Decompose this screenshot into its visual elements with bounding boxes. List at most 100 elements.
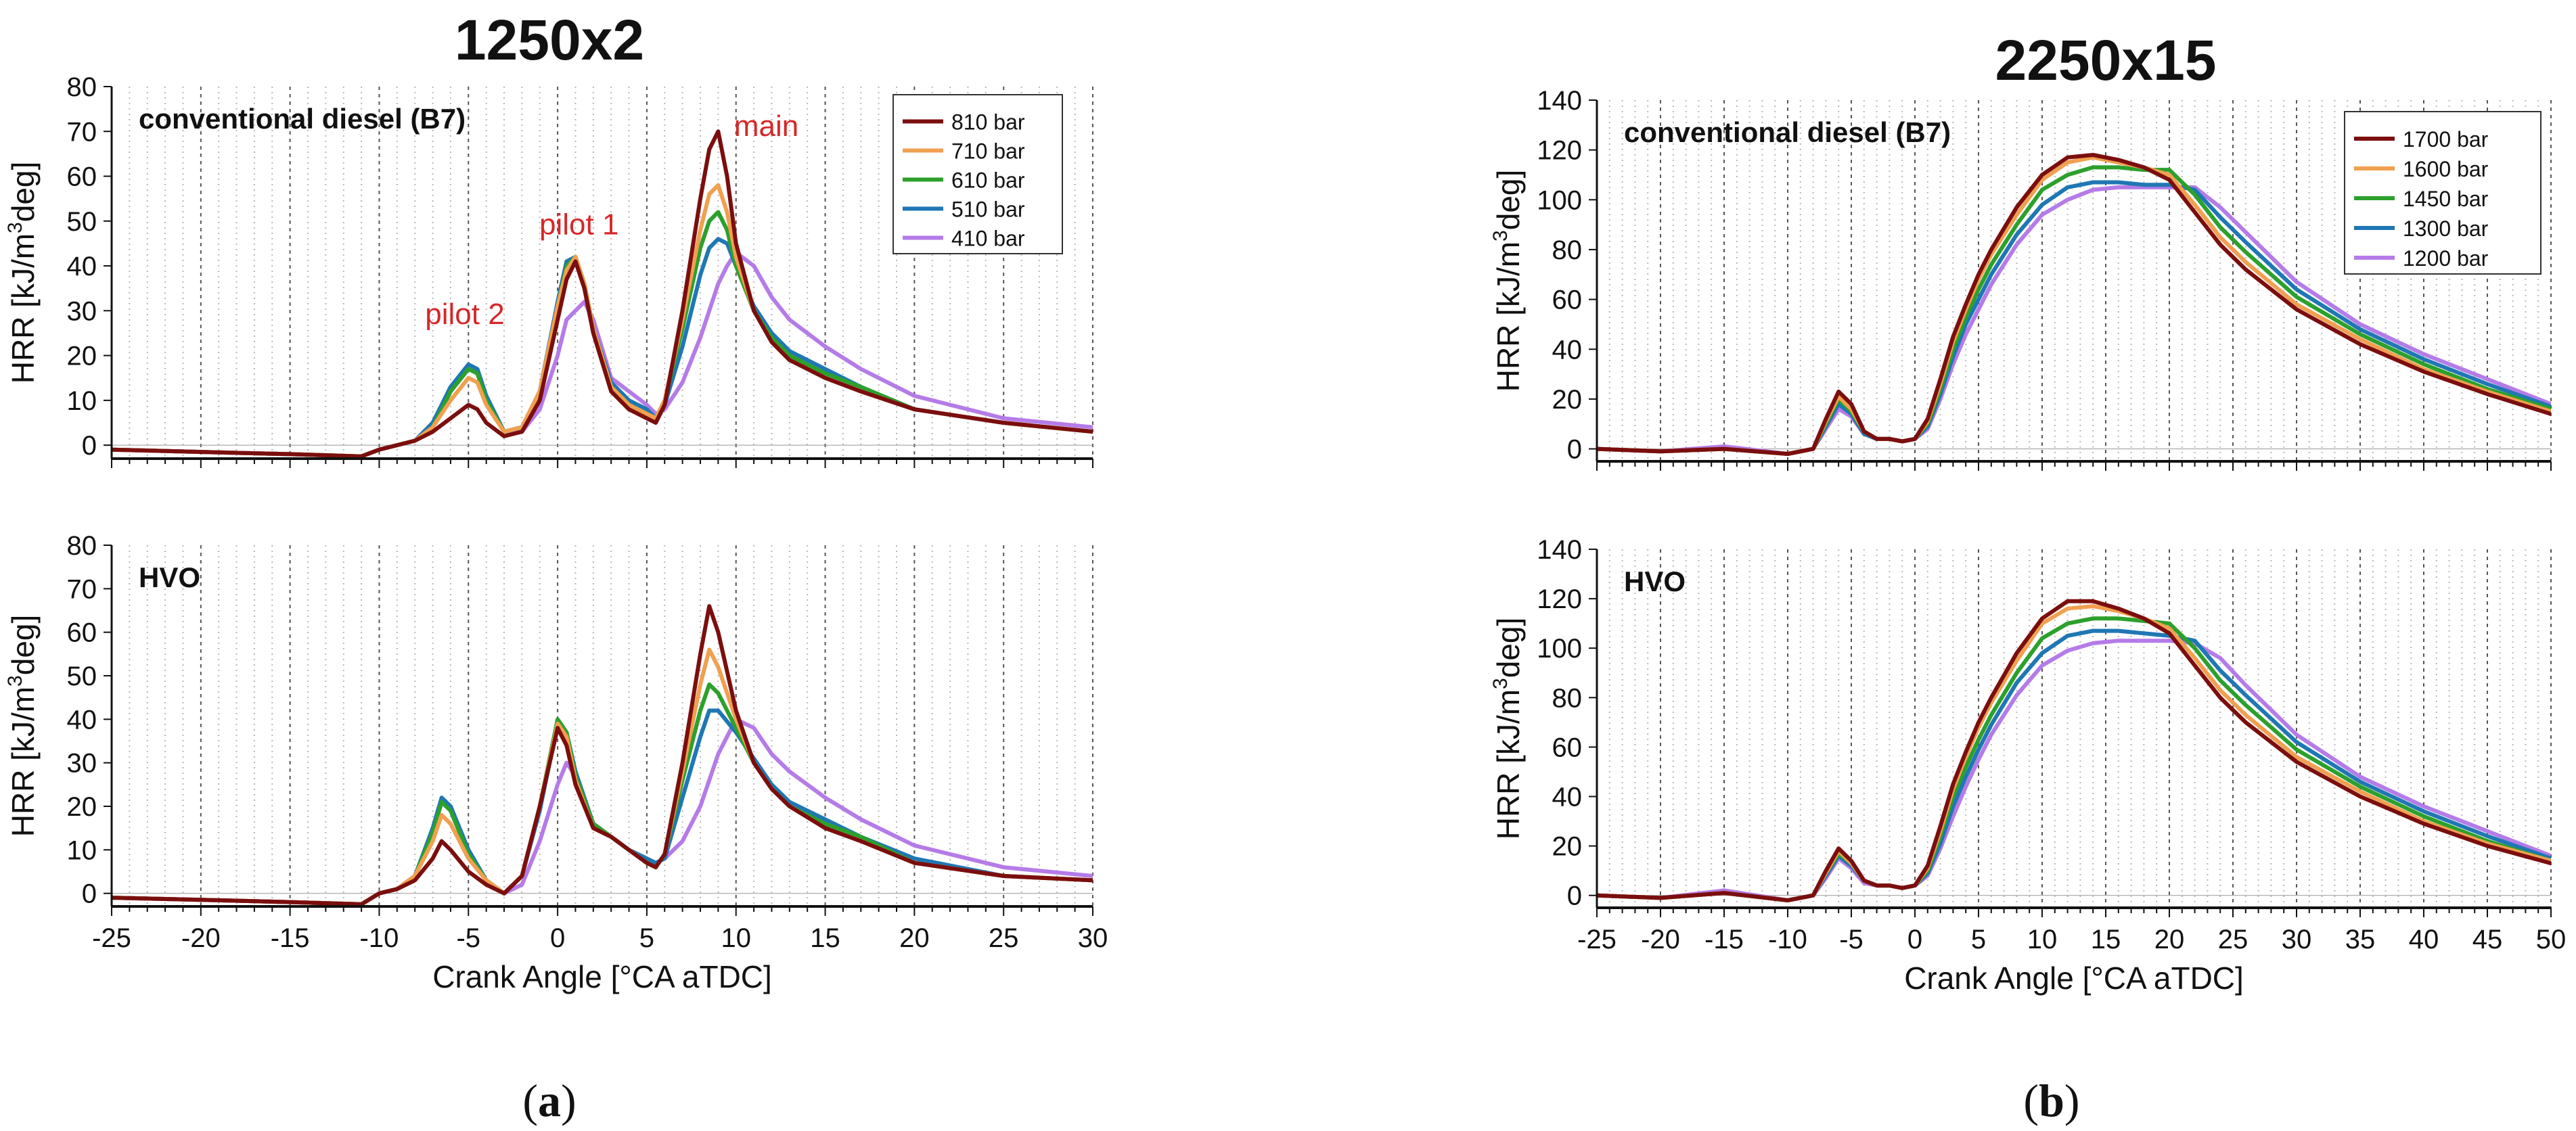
x-tick-label: -25 [92,923,131,953]
chart-panel-b-bottom: 0 20 40 60 80 100 120 140 -25 -20 -15 -10 -5 0 5 10 15 20… [1489,535,2566,996]
x-tick-label: 25 [2218,925,2249,954]
y-tick-label: 30 [67,296,97,326]
series-line [112,129,1093,459]
y-tick-label: 140 [1537,86,1582,116]
legend-label: 610 bar [951,168,1025,193]
x-tick-label: -20 [1641,925,1680,954]
y-tick-label: 0 [1567,435,1582,465]
caption-b: (b) [2023,1075,2079,1126]
x-tick-label: 40 [2409,925,2439,954]
y-tick-label: 60 [1552,285,1583,315]
y-axis-label: HRR [kJ/m3deg] [4,162,41,384]
y-axis-label: HRR [kJ/m3deg] [1489,170,1526,392]
legend-label: 810 bar [951,110,1025,135]
legend-label: 1700 bar [2403,127,2489,152]
y-tick-label: 120 [1537,584,1582,614]
y-tick-label: 60 [67,618,97,648]
x-tick-label: -25 [1577,925,1617,954]
x-tick-label: 35 [2345,925,2376,954]
x-axis-label: Crank Angle [°CA aTDC] [432,959,772,994]
y-tick-label: 20 [67,792,97,822]
x-tick-label: 25 [989,923,1019,953]
y-tick-label: 80 [1552,235,1583,265]
y-tick-label: 100 [1537,634,1582,664]
y-tick-label: 10 [67,386,97,416]
y-tick-label: 40 [1552,783,1583,812]
y-tick-label: 140 [1537,535,1582,565]
x-tick-label: 20 [2154,925,2185,954]
x-tick-label: 15 [2091,925,2121,954]
y-tick-label: 120 [1537,136,1582,166]
series-line [1597,599,2551,902]
x-tick-label: -15 [271,923,310,953]
y-tick-label: 80 [67,72,97,102]
y-tick-label: 20 [1552,832,1583,862]
chart-panel-b-top: 0 20 40 60 80 100 120 140 HRR [kJ/m3deg] conventi… [1489,86,2552,471]
y-tick-label: 60 [1552,733,1583,762]
y-tick-label: 20 [1552,385,1583,415]
figure-title-b: 2250x15 [1995,28,2216,92]
x-tick-label: 5 [1971,925,1986,954]
x-tick-label: 10 [2027,925,2058,954]
y-tick-label: 70 [67,574,97,604]
x-tick-label: 45 [2472,925,2503,954]
y-tick-label: 50 [67,207,97,237]
x-tick-label: 20 [899,923,930,953]
legend-label: 1600 bar [2403,157,2489,181]
series-line [1597,639,2551,902]
chart-panel-a-bottom: 0 10 20 30 40 50 60 70 80 -25 -20 -15 -10 -5 0 5 10 15 20 2… [4,531,1108,994]
x-tick-label: 10 [721,923,751,953]
fuel-annotation: conventional diesel (B7) [1624,116,1951,148]
x-tick-label: -20 [181,923,221,953]
legend-label: 510 bar [951,198,1025,222]
x-tick-label: 30 [1078,923,1108,953]
y-axis-label: HRR [kJ/m3deg] [1489,618,1526,840]
series-line [1597,628,2551,902]
x-tick-label: -10 [1768,925,1807,954]
series-line [112,708,1093,906]
x-tick-label: -5 [456,923,480,953]
x-tick-label: 30 [2282,925,2312,954]
series-line [1597,153,2551,456]
y-tick-label: 70 [67,117,97,147]
legend-label: 1450 bar [2403,187,2489,211]
legend-label: 410 bar [951,227,1025,251]
fuel-annotation: HVO [139,561,200,593]
y-tick-label: 20 [67,342,97,371]
fuel-annotation: HVO [1624,566,1686,597]
y-tick-label: 0 [1567,881,1582,911]
caption-a: (a) [522,1075,576,1126]
legend-label: 1200 bar [2403,246,2489,271]
x-tick-label: 5 [639,923,654,953]
y-tick-label: 40 [67,705,97,735]
y-tick-label: 80 [67,531,97,561]
injection-label: main [734,110,798,143]
x-tick-label: 0 [1907,925,1922,954]
x-tick-label: -10 [360,923,399,953]
x-tick-label: -5 [1839,925,1863,954]
y-tick-label: 10 [67,835,97,865]
injection-label: pilot 1 [539,208,618,241]
y-tick-label: 50 [67,662,97,691]
y-tick-label: 80 [1552,683,1583,713]
y-tick-label: 100 [1537,185,1582,215]
x-tick-label: 15 [810,923,840,953]
y-tick-label: 0 [82,431,97,461]
y-axis-label: HRR [kJ/m3deg] [4,615,41,837]
y-tick-label: 60 [67,162,97,192]
x-tick-label: 0 [550,923,565,953]
x-tick-label: -15 [1704,925,1744,954]
legend-label: 1300 bar [2403,216,2489,241]
series-line [112,604,1093,906]
chart-panel-a-top: 0 10 20 30 40 50 60 70 80 HRR [kJ/m3deg] conventio… [4,72,1093,468]
series-line [1597,616,2551,902]
y-tick-label: 0 [82,879,97,909]
injection-label: pilot 2 [425,298,504,331]
legend-label: 710 bar [951,139,1025,164]
x-axis-label: Crank Angle [°CA aTDC] [1904,961,2244,996]
x-tick-label: 50 [2536,925,2567,954]
figure-title-a: 1250x2 [455,8,644,72]
series-line [112,717,1093,906]
y-tick-label: 40 [1552,335,1583,365]
